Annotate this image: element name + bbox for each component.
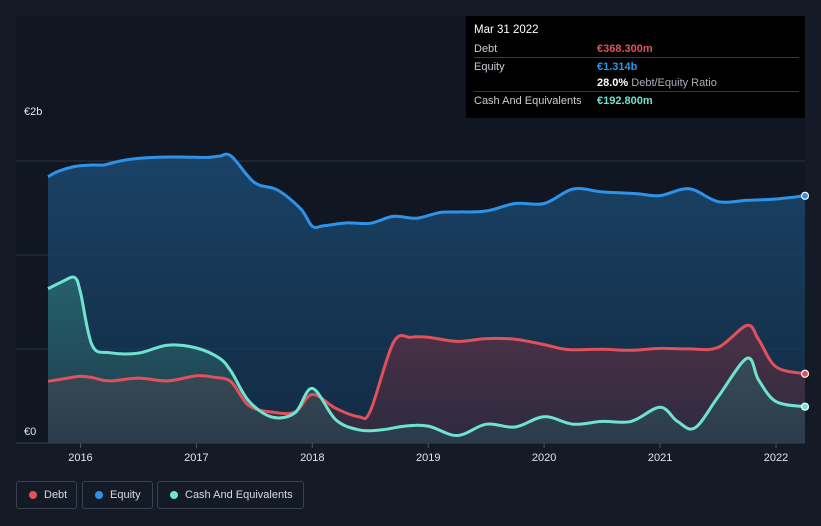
legend-item-debt[interactable]: Debt: [16, 481, 77, 509]
equity-endpoint: [800, 191, 810, 200]
legend-item-cash[interactable]: Cash And Equivalents: [157, 481, 304, 509]
tooltip-row-cash: Cash And Equivalents €192.800m: [474, 91, 799, 109]
x-tick-label: 2021: [648, 452, 672, 464]
x-tick-label: 2020: [532, 452, 556, 464]
legend-debt-label: Debt: [44, 489, 68, 501]
equity-line: [47, 152, 806, 229]
x-tick-label: 2022: [764, 452, 788, 464]
tooltip: Mar 31 2022 Debt €368.300m Equity €1.314…: [466, 16, 805, 118]
tooltip-cash-label: Cash And Equivalents: [474, 95, 582, 107]
tooltip-equity-label: Equity: [474, 61, 505, 73]
tooltip-row-equity: Equity €1.314b: [474, 57, 799, 75]
tooltip-cash-value: €192.800m: [597, 95, 653, 107]
x-tick-label: 2016: [68, 452, 92, 464]
tooltip-equity-value: €1.314b: [597, 61, 638, 73]
tooltip-ratio-label: Debt/Equity Ratio: [631, 77, 717, 89]
cash-area: [48, 276, 805, 443]
legend-item-equity[interactable]: Equity: [82, 481, 153, 509]
tooltip-date: Mar 31 2022: [474, 24, 539, 36]
legend-cash-label: Cash And Equivalents: [185, 489, 293, 501]
tooltip-debt-label: Debt: [474, 43, 498, 55]
tooltip-ratio: 28.0% Debt/Equity Ratio: [597, 77, 717, 89]
x-tick-label: 2018: [300, 452, 324, 464]
x-tick-label: 2017: [184, 452, 208, 464]
debt-line: [47, 323, 806, 421]
y-tick-label: €0: [24, 426, 36, 438]
tooltip-debt-value: €368.300m: [597, 43, 653, 55]
tooltip-row-debt: Debt €368.300m: [474, 40, 799, 57]
debt-dot-icon: [29, 491, 37, 499]
legend-equity-label: Equity: [110, 489, 141, 501]
debt-endpoint: [800, 369, 810, 378]
cash-endpoint: [800, 402, 810, 411]
tooltip-row-ratio: 28.0% Debt/Equity Ratio: [474, 74, 799, 91]
tooltip-ratio-value: 28.0%: [597, 77, 629, 89]
x-tick-label: 2019: [416, 452, 440, 464]
cash-dot-icon: [170, 491, 178, 499]
equity-dot-icon: [95, 491, 103, 499]
y-tick-label: €2b: [24, 106, 42, 118]
cash-line: [47, 275, 806, 438]
